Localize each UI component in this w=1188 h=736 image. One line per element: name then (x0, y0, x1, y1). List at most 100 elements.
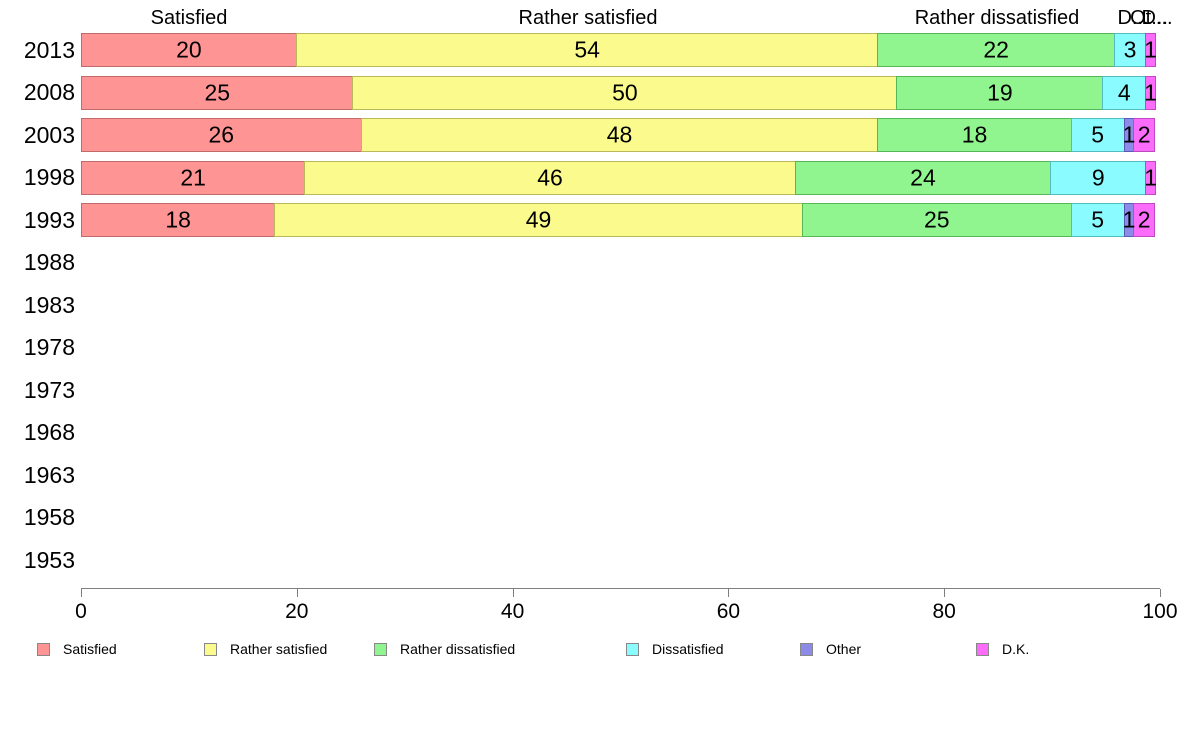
axis-tick-label: 80 (932, 600, 956, 623)
legend-swatch-icon (800, 642, 813, 656)
segment-value-label: 5 (1091, 121, 1105, 148)
year-label: 1983 (23, 291, 75, 318)
legend-label: Rather satisfied (230, 641, 328, 657)
legend-item: Other (800, 641, 861, 657)
bar-track (81, 331, 1160, 365)
bar-segment: 24 (794, 160, 1052, 195)
year-label: 1963 (23, 461, 75, 488)
segment-value-label: 5 (1091, 206, 1105, 233)
bar-segment: 18 (877, 118, 1072, 153)
year-label: 1978 (23, 334, 75, 361)
legend-swatch-icon (204, 642, 217, 656)
bar-track (81, 458, 1160, 492)
bar-track (81, 373, 1160, 407)
segment-value-label: 20 (176, 36, 202, 63)
bar-segment: 2 (1133, 118, 1155, 153)
axis-tick (512, 589, 514, 597)
segment-value-label: 1 (1122, 206, 1136, 233)
segment-value-label: 48 (606, 121, 633, 148)
bar-row: 1953 (0, 539, 1188, 582)
bar-segment: 48 (360, 118, 879, 153)
legend-label: D.K. (1002, 641, 1030, 657)
year-label: 1968 (23, 419, 75, 446)
legend: Satisfied Rather satisfied Rather dissatis… (0, 641, 1188, 659)
legend-swatch-icon (976, 642, 989, 656)
axis-tick-label: 60 (716, 600, 741, 623)
year-label: 2003 (23, 121, 75, 148)
segment-value-label: 1 (1122, 121, 1136, 148)
axis-tick-label: 20 (285, 600, 309, 623)
bar-row: 1993 18 49 25 5 1 2 (0, 199, 1188, 242)
legend-item: D.K. (976, 641, 1029, 657)
segment-value-label: 1 (1144, 79, 1157, 106)
bar-segment: 20 (81, 33, 297, 68)
bar-track: 20 54 22 3 1 (81, 33, 1160, 68)
segment-value-label: 22 (983, 36, 1009, 63)
axis-tick (728, 589, 730, 597)
segment-value-label: 3 (1123, 36, 1137, 63)
axis-tick-label: 0 (75, 600, 87, 623)
legend-swatch-icon (374, 642, 387, 656)
segment-value-label: 25 (204, 79, 231, 106)
category-header-label: Satisfied (150, 7, 228, 29)
segment-value-label: 18 (165, 206, 191, 233)
axis-tick (296, 589, 298, 597)
bar-segment: 50 (352, 75, 898, 110)
legend-label: Satisfied (63, 641, 117, 657)
axis-tick (81, 589, 82, 597)
bar-row: 1978 (0, 327, 1188, 370)
segment-value-label: 25 (924, 206, 950, 233)
year-label: 2008 (23, 79, 75, 106)
segment-value-label: 49 (525, 206, 552, 233)
bar-segment: 2 (1133, 203, 1155, 238)
bar-segment: 54 (295, 33, 879, 68)
bar-track: 25 50 19 4 1 (81, 75, 1160, 110)
category-header-label: Rather satisfied (518, 7, 658, 29)
bar-row: 1958 (0, 497, 1188, 540)
bar-track (81, 288, 1160, 322)
legend-swatch-icon (626, 642, 639, 656)
segment-value-label: 24 (910, 164, 936, 191)
segment-value-label: 4 (1117, 79, 1131, 106)
bar-segment: 49 (274, 203, 803, 238)
bar-segment: 1 (1144, 33, 1157, 68)
bar-segment: 4 (1102, 75, 1147, 110)
year-label: 1973 (23, 376, 75, 403)
bar-segment: 1 (1144, 75, 1157, 110)
legend-item: Dissatisfied (626, 641, 724, 657)
x-axis: 0 20 40 60 80 100 (75, 588, 1178, 623)
year-label: 2013 (23, 36, 75, 63)
bar-row: 1998 21 46 24 9 1 (0, 157, 1188, 200)
bar-segment: 1 (1122, 118, 1136, 153)
year-label: 1998 (23, 164, 75, 191)
bar-segment: 25 (81, 75, 354, 110)
bar-track (81, 246, 1160, 280)
segment-value-label: 18 (961, 121, 988, 148)
bar-track (81, 416, 1160, 450)
bar-track (81, 501, 1160, 535)
segment-value-label: 9 (1091, 164, 1105, 191)
bar-segment: 18 (81, 203, 276, 238)
bar-row: 2003 26 48 18 5 1 2 (0, 114, 1188, 157)
segment-value-label: 19 (987, 79, 1013, 106)
legend-swatch-icon (37, 642, 50, 656)
bar-segment: 21 (81, 160, 306, 195)
bar-rows: 2013 20 54 22 3 1 2008 25 50 19 4 1 2003 26 48 18 5 1 2 199… (0, 29, 1188, 582)
legend-label: Dissatisfied (652, 641, 724, 657)
axis-tick-label: 40 (500, 600, 525, 623)
axis-tick-label: 100 (1142, 600, 1178, 623)
year-label: 1988 (23, 249, 75, 276)
segment-value-label: 1 (1144, 164, 1158, 191)
legend-item: Rather dissatisfied (374, 641, 515, 657)
bar-row: 2008 25 50 19 4 1 (0, 72, 1188, 115)
bar-segment: 9 (1050, 160, 1147, 195)
bar-row: 1973 (0, 369, 1188, 412)
year-label: 1953 (23, 546, 75, 573)
bar-segment: 25 (801, 203, 1072, 238)
bar-segment: 1 (1122, 203, 1136, 238)
bar-row: 2013 20 54 22 3 1 (0, 29, 1188, 72)
segment-value-label: 46 (537, 164, 563, 191)
bar-segment: 19 (896, 75, 1104, 110)
legend-label: Other (826, 641, 862, 657)
